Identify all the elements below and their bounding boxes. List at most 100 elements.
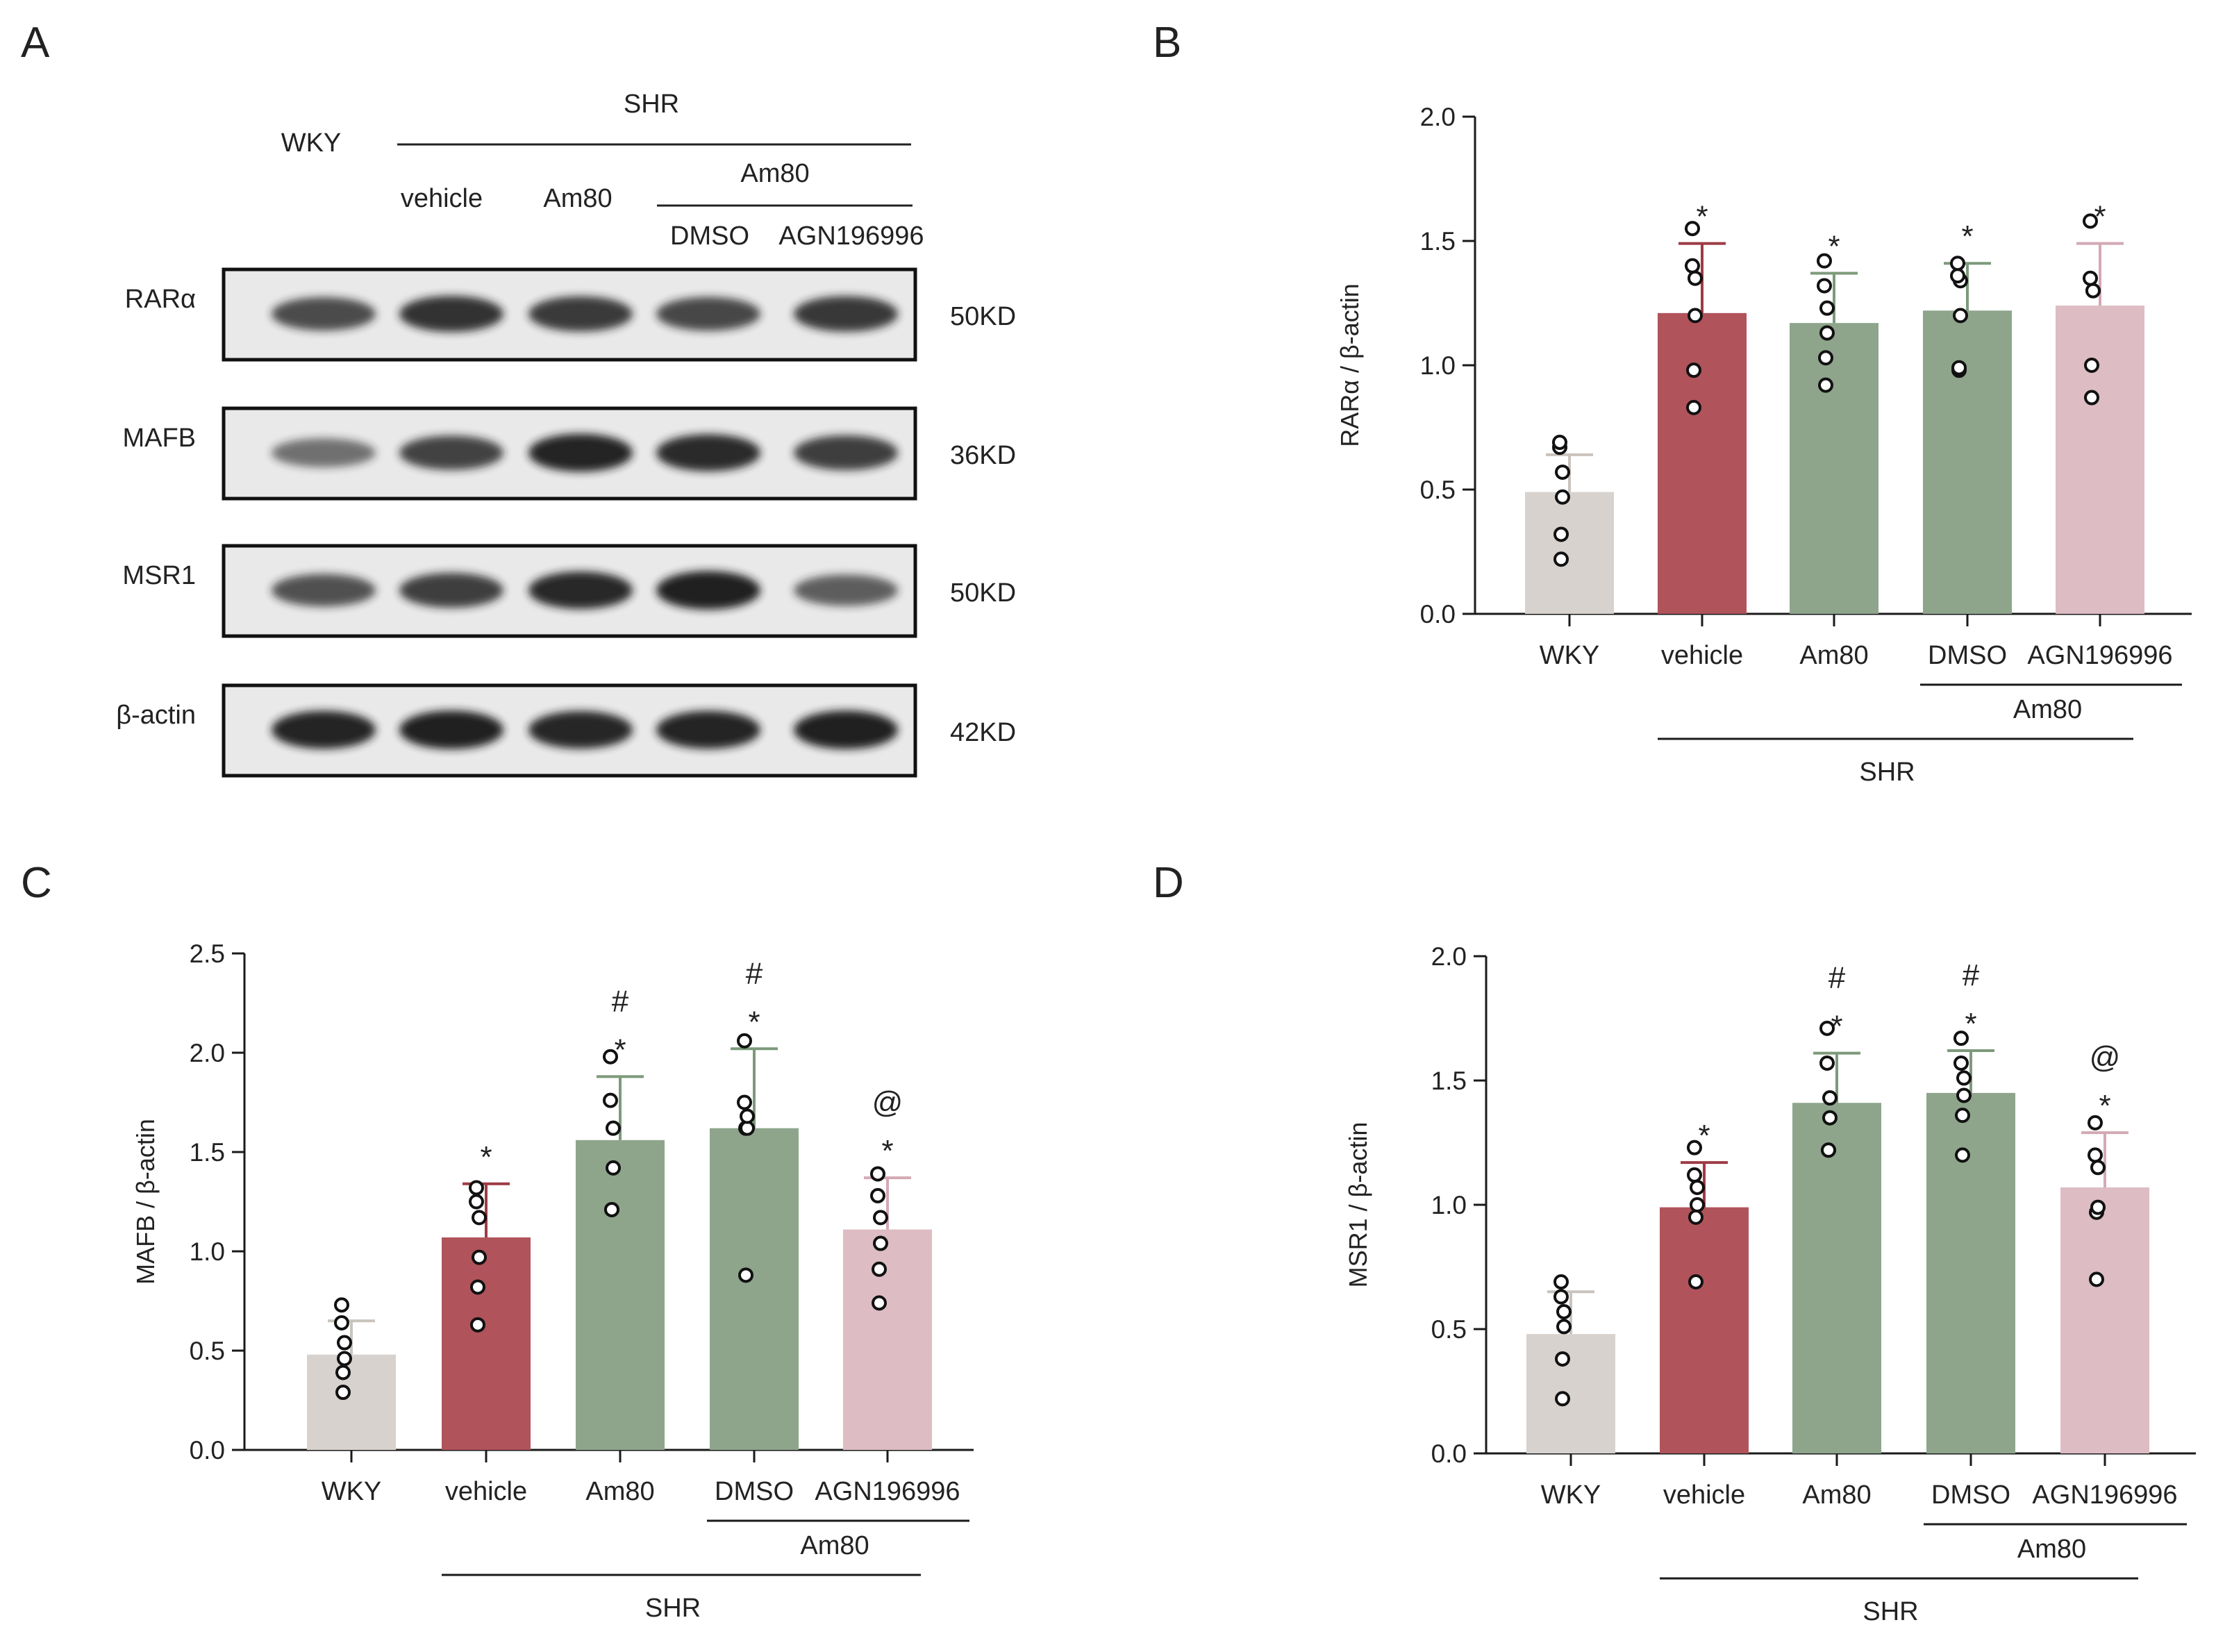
data-point xyxy=(1822,1110,1838,1126)
data-point xyxy=(1819,1020,1835,1036)
bar xyxy=(576,1140,665,1450)
wb-row-label: MAFB xyxy=(122,424,196,453)
panel-letter-a: A xyxy=(21,19,50,67)
bar xyxy=(307,1354,396,1450)
wb-band xyxy=(399,435,503,470)
data-point xyxy=(1819,1055,1835,1071)
y-axis-label: MSR1 / β-actin xyxy=(1344,1122,1372,1288)
data-point xyxy=(1956,1070,1972,1086)
data-point xyxy=(2083,213,2098,229)
bar xyxy=(843,1229,932,1450)
chart-panel-b: 0.0 0.5 1.0 1.5 2.0 RARα / β-actin WKY vehicle *… xyxy=(1335,103,2192,787)
category-label: DMSO xyxy=(1931,1480,2010,1510)
data-point xyxy=(870,1187,885,1203)
significance-marker: * xyxy=(1696,200,1708,234)
bar xyxy=(1525,492,1614,614)
data-point xyxy=(470,1317,485,1333)
data-point xyxy=(872,1261,887,1277)
category-label: WKY xyxy=(322,1477,382,1506)
data-point xyxy=(1687,1140,1702,1155)
wb-header-am80-group: Am80 xyxy=(740,159,809,188)
category-label: vehicle xyxy=(1663,1480,1745,1510)
data-point xyxy=(2088,1147,2103,1163)
category-label: Am80 xyxy=(585,1477,654,1506)
data-point xyxy=(606,1160,621,1176)
data-point xyxy=(2084,390,2099,406)
significance-marker: * xyxy=(1828,230,1840,264)
data-point xyxy=(1688,308,1703,324)
data-point xyxy=(1686,399,1701,415)
data-point xyxy=(1950,268,1965,284)
data-point xyxy=(1688,1209,1703,1225)
data-point xyxy=(1685,258,1700,274)
data-point xyxy=(1817,278,1832,294)
data-point xyxy=(2090,1199,2106,1215)
significance-marker: * xyxy=(748,1005,760,1039)
category-label: vehicle xyxy=(1661,641,1743,670)
data-point xyxy=(1553,1274,1569,1290)
data-point xyxy=(1556,1319,1572,1335)
significance-marker: # xyxy=(1828,961,1846,995)
panel-letter-c: C xyxy=(21,859,52,907)
data-point xyxy=(1687,1167,1702,1183)
significance-marker: * xyxy=(480,1140,492,1174)
data-point xyxy=(469,1194,484,1210)
data-point xyxy=(1553,551,1569,567)
data-point xyxy=(469,1180,484,1196)
wb-band xyxy=(656,571,760,610)
data-point xyxy=(1555,489,1570,505)
y-tick-label: 0.0 xyxy=(1431,1440,1467,1468)
wb-band xyxy=(272,438,376,467)
wb-band xyxy=(528,433,633,472)
wb-row-label: β-actin xyxy=(116,701,196,730)
wb-row-kd: 42KD xyxy=(950,718,1016,747)
wb-band xyxy=(794,435,898,471)
category-label: vehicle xyxy=(445,1477,527,1506)
data-point xyxy=(1690,1179,1705,1195)
y-tick-label: 1.0 xyxy=(190,1237,225,1266)
data-point xyxy=(1818,350,1833,366)
data-point xyxy=(604,1201,619,1217)
panel-letter-d: D xyxy=(1153,859,1184,907)
data-point xyxy=(1555,464,1570,480)
category-label: WKY xyxy=(1541,1480,1601,1510)
western-blot-panel: WKY SHR vehicle Am80 Am80 DMSO AGN196996… xyxy=(116,90,1016,778)
significance-marker: * xyxy=(614,1033,626,1067)
data-point xyxy=(334,1297,349,1313)
data-point xyxy=(738,1267,753,1283)
wb-header-agn: AGN196996 xyxy=(778,222,924,251)
significance-marker: * xyxy=(2094,200,2106,234)
significance-marker: # xyxy=(1963,958,1980,992)
data-point xyxy=(1819,300,1835,316)
am80-group-label: Am80 xyxy=(2017,1535,2086,1564)
data-point xyxy=(1685,221,1700,237)
significance-marker: * xyxy=(1698,1119,1710,1153)
category-label: Am80 xyxy=(1802,1480,1871,1510)
data-point xyxy=(472,1249,487,1265)
wb-band xyxy=(399,710,503,749)
data-point xyxy=(335,1365,351,1380)
data-point xyxy=(870,1166,885,1182)
data-point xyxy=(334,1315,349,1330)
am80-group-label: Am80 xyxy=(2013,695,2082,724)
data-point xyxy=(1953,308,1968,324)
shr-group-label: SHR xyxy=(645,1594,701,1623)
data-point xyxy=(1688,1274,1703,1290)
significance-marker: * xyxy=(881,1134,893,1168)
y-tick-label: 0.5 xyxy=(1420,476,1456,504)
y-axis-label: MAFB / β-actin xyxy=(131,1119,160,1285)
data-point xyxy=(873,1235,888,1251)
category-label: AGN196996 xyxy=(2032,1480,2177,1510)
data-point xyxy=(1951,360,1967,376)
wb-header-shr: SHR xyxy=(624,90,679,119)
data-point xyxy=(2084,358,2099,373)
significance-marker: @ xyxy=(2090,1040,2121,1074)
wb-band xyxy=(656,710,760,749)
y-tick-label: 2.0 xyxy=(190,1039,225,1067)
bar xyxy=(710,1128,799,1450)
y-tick-label: 2.0 xyxy=(1420,103,1456,131)
y-tick-label: 1.5 xyxy=(190,1138,225,1167)
data-point xyxy=(1555,1391,1570,1407)
data-point xyxy=(873,1210,888,1226)
